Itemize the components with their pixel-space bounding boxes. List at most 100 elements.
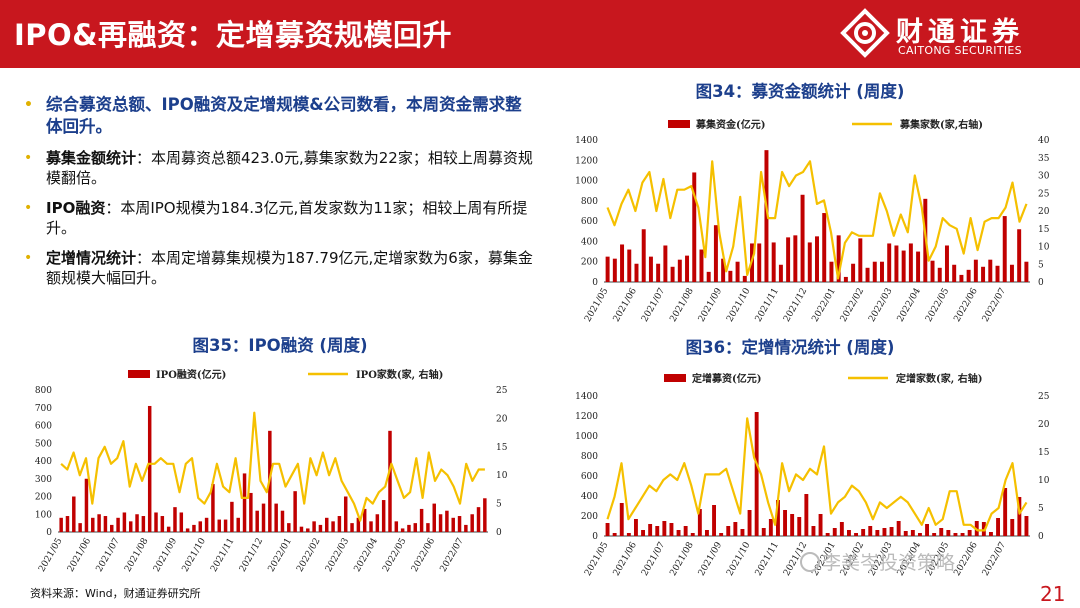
bar (916, 251, 921, 282)
bar (1024, 261, 1029, 282)
y-tick-label: 300 (35, 475, 52, 485)
x-tick-label: 2022/05 (924, 286, 951, 324)
y2-tick-label: 15 (1038, 448, 1050, 458)
bar (868, 526, 873, 536)
x-tick-label: 2021/12 (238, 537, 265, 574)
bar (612, 258, 617, 282)
bar (287, 523, 291, 532)
y2-tick-label: 15 (1038, 225, 1050, 235)
x-tick-label: 2022/07 (981, 540, 1008, 578)
legend-label: 募集家数(家,右轴) (899, 118, 983, 131)
y-tick-label: 1000 (575, 432, 598, 442)
bar (836, 235, 841, 282)
bar (103, 516, 108, 532)
bar (946, 530, 951, 536)
bar (882, 528, 887, 536)
bar (858, 238, 863, 282)
y-tick-label: 200 (581, 512, 598, 522)
bar (735, 261, 740, 282)
bar (612, 533, 617, 536)
bar (318, 524, 323, 532)
bar (394, 521, 399, 532)
bar (663, 245, 668, 282)
y-tick-label: 100 (35, 510, 52, 520)
x-tick-label: 2021/07 (95, 536, 122, 574)
bar (633, 519, 638, 536)
bar (818, 514, 823, 536)
y2-tick-label: 25 (496, 386, 508, 396)
bar (641, 229, 646, 282)
chart-title-fig35: 图35：IPO融资 (周度) (192, 336, 368, 355)
bar (662, 521, 667, 536)
y-tick-label: 200 (581, 258, 598, 268)
bar (775, 500, 780, 536)
bar (634, 263, 639, 282)
chart-fig36: 0 200 400 600 800 1000 1200 1400 0 5 10 15 20 25 2021/… (575, 372, 1050, 578)
y-tick-label: 400 (35, 457, 52, 467)
header-bar: IPO&再融资：定增募资规模回升 财通证券 CAITONG SECURITIES (0, 0, 1080, 68)
bar (721, 258, 726, 282)
bar (790, 514, 795, 536)
bar (72, 496, 76, 532)
bar (807, 242, 812, 282)
y2-tick-label: 20 (1038, 207, 1050, 217)
source-note: 资料来源：Wind，财通证券研究所 (30, 587, 201, 600)
bar (908, 243, 913, 282)
bar (236, 517, 240, 532)
bar (91, 517, 95, 532)
bar (706, 271, 711, 282)
y-tick-label: 0 (46, 528, 52, 538)
bar (331, 521, 335, 532)
bar (932, 533, 937, 536)
y-tick-label: 700 (35, 404, 52, 414)
x-tick-label: 2021/11 (754, 541, 781, 578)
y-tick-label: 600 (581, 217, 598, 227)
legend-label: 定增家数(家, 右轴) (896, 372, 982, 385)
caitong-logo: 财通证券 CAITONG SECURITIES (836, 4, 1068, 62)
x-tick-label: 2022/02 (839, 287, 866, 324)
y-tick-label: 600 (581, 472, 598, 482)
y2-tick-label: 10 (1038, 243, 1050, 253)
x-tick-label: 2021/09 (152, 536, 179, 574)
y-tick-label: 400 (581, 492, 598, 502)
bar (713, 225, 718, 282)
x-tick-label: 2021/10 (725, 540, 752, 578)
bar (369, 521, 373, 532)
bar (626, 533, 631, 536)
bar (223, 519, 228, 532)
bullet-dot-icon: • (24, 250, 33, 266)
bar (1010, 519, 1015, 536)
bar (959, 274, 964, 282)
bar (761, 528, 766, 536)
y2-tick-label: 30 (1038, 172, 1050, 182)
bar (894, 245, 899, 282)
bar (375, 514, 380, 532)
bar (822, 213, 827, 282)
bar (995, 265, 1000, 282)
bar (413, 523, 418, 532)
y-tick-label: 1000 (575, 177, 598, 187)
bar (78, 523, 82, 532)
bar (988, 532, 993, 536)
bar (464, 524, 468, 532)
bar (400, 528, 405, 532)
bar (685, 255, 690, 282)
bar (865, 267, 870, 282)
chart-fig34: 0 200 400 600 800 1000 1200 1400 0 5 10 15 20 25 30 35 4… (575, 118, 1050, 324)
y-tick-label: 800 (581, 452, 598, 462)
bar (179, 512, 184, 532)
bar (843, 276, 848, 282)
bar (944, 245, 949, 282)
y-tick-label: 1200 (575, 412, 598, 422)
count-line (606, 160, 1028, 280)
bar (211, 484, 215, 532)
bar (754, 412, 759, 536)
y2-tick-label: 0 (496, 528, 502, 538)
y2-tick-label: 20 (496, 414, 508, 424)
x-tick-label: 2021/10 (181, 536, 208, 574)
bar (988, 259, 993, 282)
bullet-dot-icon: • (24, 200, 33, 216)
bar (116, 517, 120, 532)
bar (851, 263, 856, 282)
bar (293, 491, 297, 532)
